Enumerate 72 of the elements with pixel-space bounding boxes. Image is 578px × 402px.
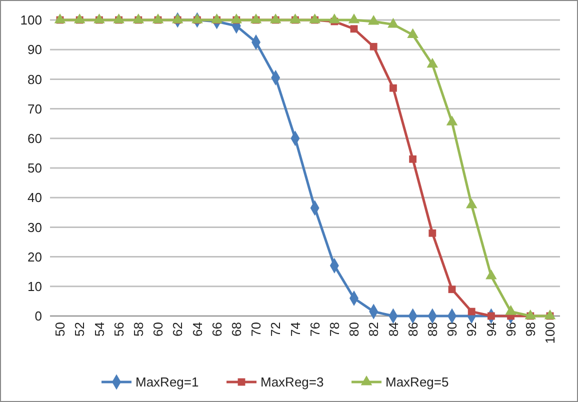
- point: [389, 84, 397, 92]
- y-tick-label: 60: [28, 130, 42, 146]
- point: [230, 13, 242, 24]
- x-tick-label: 82: [366, 322, 382, 336]
- y-tick-label: 30: [28, 220, 42, 235]
- y-tick-label: 10: [28, 278, 42, 294]
- x-tick-label: 58: [130, 322, 146, 336]
- x-tick-label: 88: [424, 322, 440, 336]
- point: [250, 13, 262, 24]
- point: [428, 229, 436, 237]
- y-tick-label: 90: [28, 42, 42, 58]
- point: [348, 13, 360, 24]
- point: [94, 13, 105, 24]
- point: [468, 308, 476, 316]
- x-tick-label: 98: [522, 322, 538, 336]
- point: [370, 42, 378, 50]
- point: [270, 13, 282, 24]
- x-tick-label: 76: [307, 322, 322, 336]
- x-tick-label: 68: [228, 322, 244, 336]
- point: [446, 116, 458, 126]
- point: [388, 18, 399, 28]
- x-tick-label: 84: [386, 322, 401, 336]
- x-tick-label: 78: [326, 322, 342, 336]
- x-tick-label: 50: [52, 322, 68, 336]
- x-tick-label: 72: [268, 322, 284, 336]
- x-tick-label: 54: [92, 322, 107, 336]
- x-tick-label: 60: [150, 322, 166, 336]
- point: [113, 13, 124, 24]
- x-tick-label: 66: [209, 322, 224, 336]
- point: [350, 25, 358, 33]
- y-tick-label: 0: [34, 308, 42, 324]
- point: [192, 13, 203, 24]
- point: [409, 155, 417, 163]
- point: [466, 198, 478, 208]
- point: [290, 13, 301, 24]
- point: [172, 13, 184, 24]
- y-tick-label: 50: [28, 160, 42, 176]
- point: [487, 312, 495, 320]
- x-tick-label: 92: [464, 322, 480, 336]
- legend-label: MaxReg=5: [386, 374, 449, 390]
- y-tick-label: 100: [20, 12, 42, 28]
- point: [74, 13, 86, 24]
- x-tick-label: 56: [111, 322, 126, 336]
- point: [407, 28, 418, 38]
- x-tick-label: 94: [484, 322, 499, 336]
- point: [54, 13, 66, 24]
- x-tick-label: 64: [190, 322, 205, 336]
- point: [309, 13, 320, 24]
- point: [211, 13, 222, 24]
- x-tick-label: 96: [503, 322, 518, 336]
- y-tick-label: 20: [28, 249, 42, 264]
- x-tick-label: 74: [288, 322, 303, 336]
- x-tick-label: 90: [444, 322, 460, 336]
- y-tick-label: 70: [28, 101, 42, 116]
- x-tick-label: 86: [405, 322, 420, 336]
- point: [328, 13, 340, 24]
- y-tick-label: 40: [28, 190, 42, 206]
- x-tick-label: 70: [248, 322, 264, 336]
- point: [152, 13, 164, 24]
- point: [132, 13, 144, 24]
- x-tick-label: 52: [72, 322, 88, 336]
- legend-label: MaxReg=3: [260, 374, 324, 390]
- point: [426, 58, 438, 68]
- point: [368, 14, 380, 25]
- point: [486, 270, 497, 280]
- x-tick-label: 100: [542, 322, 558, 344]
- x-tick-label: 62: [170, 322, 186, 336]
- x-tick-label: 80: [346, 322, 362, 336]
- legend-label: MaxReg=1: [136, 374, 199, 390]
- point: [505, 305, 516, 315]
- y-tick-label: 80: [28, 72, 42, 87]
- point: [448, 286, 456, 294]
